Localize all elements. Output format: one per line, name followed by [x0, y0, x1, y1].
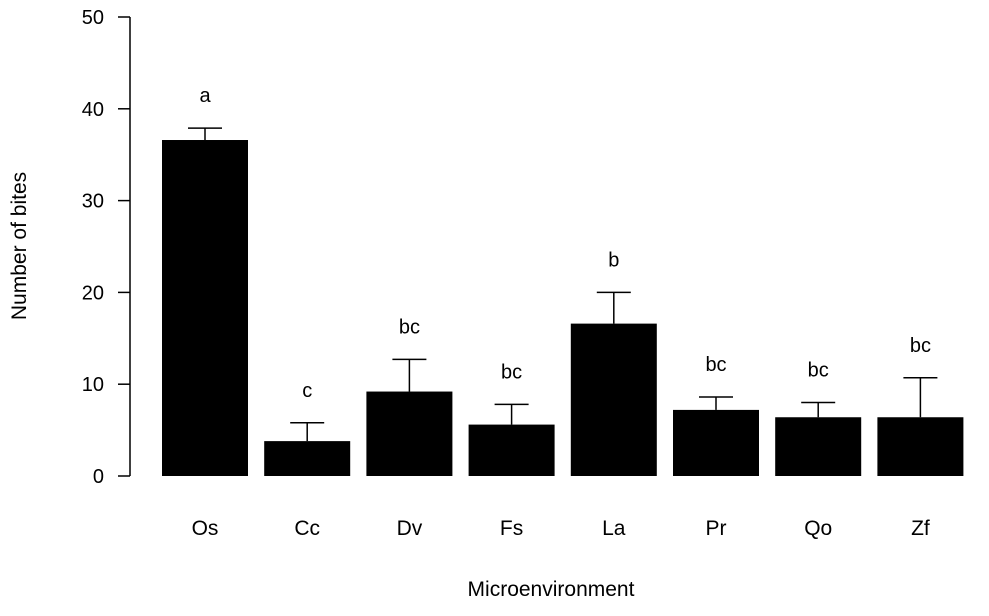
- x-tick-label-cc: Cc: [294, 517, 320, 540]
- significance-letter-pr: bc: [705, 354, 726, 376]
- significance-letter-dv: bc: [399, 316, 420, 338]
- bar-fs: [468, 424, 555, 476]
- x-tick-label-fs: Fs: [500, 517, 523, 540]
- bar-os: [162, 140, 248, 476]
- y-ticks: 0 10 20 30 40 50: [82, 7, 130, 488]
- y-tick-label: 40: [82, 99, 104, 121]
- significance-letter-cc: c: [302, 380, 312, 402]
- significance-letter-fs: bc: [501, 361, 522, 383]
- x-tick-label-os: Os: [192, 517, 219, 540]
- significance-letter-os: a: [199, 85, 211, 107]
- significance-letter-qo: bc: [808, 360, 829, 382]
- y-tick-label: 0: [93, 466, 104, 488]
- bar-cc: [264, 441, 351, 476]
- y-tick-label: 30: [82, 191, 104, 213]
- bar-zf: [877, 417, 964, 476]
- bar-pr: [673, 409, 759, 476]
- y-tick-label: 10: [82, 374, 104, 396]
- y-tick-label: 50: [82, 7, 104, 29]
- significance-labels: a c bc bc b bc bc bc: [199, 85, 931, 402]
- significance-letter-zf: bc: [910, 335, 931, 357]
- error-bars: [188, 127, 938, 442]
- y-tick-label: 20: [82, 282, 104, 304]
- bar-la: [570, 323, 657, 476]
- x-tick-label-qo: Qo: [804, 517, 832, 540]
- x-tick-labels: Os Cc Dv Fs La Pr Qo Zf: [192, 517, 930, 540]
- bars: [162, 140, 964, 476]
- bar-dv: [366, 391, 453, 476]
- y-axis-title: Number of bites: [8, 172, 31, 320]
- x-tick-label-dv: Dv: [397, 517, 423, 540]
- x-tick-label-la: La: [602, 517, 626, 540]
- x-tick-label-zf: Zf: [911, 517, 930, 540]
- x-tick-label-pr: Pr: [706, 517, 727, 540]
- significance-letter-la: b: [608, 249, 619, 271]
- bar-qo: [775, 417, 862, 476]
- x-axis-title: Microenvironment: [468, 578, 635, 601]
